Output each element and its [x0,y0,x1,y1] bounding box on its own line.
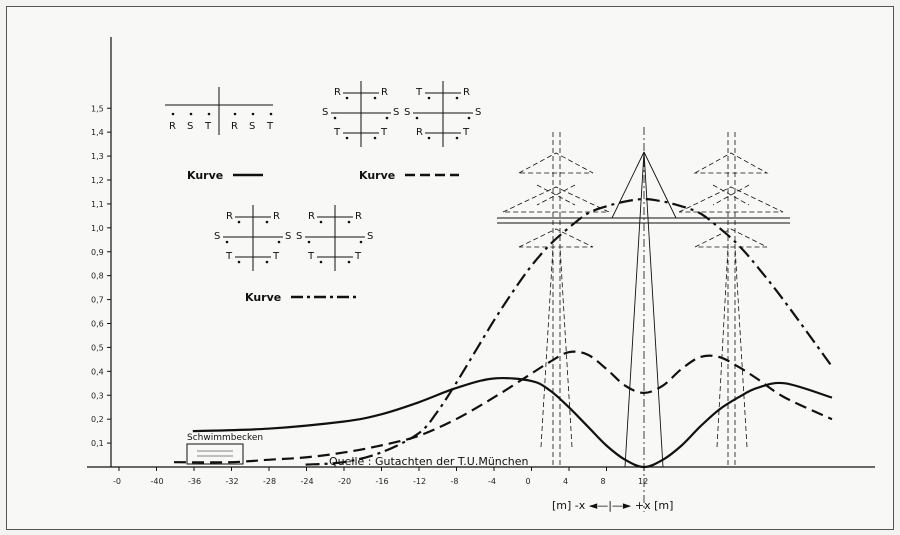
phase-label: R [334,87,341,98]
y-tick-label: 0,2 [91,415,104,424]
x-tick-label: 12 [638,477,648,486]
x-tick-label: -4 [488,477,496,486]
x-tick-label: -16 [376,477,389,486]
phase-arrangement: R RS ST T [322,81,399,147]
curve-solid [192,376,833,469]
source-note: Quelle : Gutachten der T.U.München [329,455,529,468]
pylon-center [497,151,790,468]
chart-canvas: 0,1 0,2 0,3 0,4 0,5 0,6 0,7 0,8 0,9 1,0 1,1 1,2 1,3 1… [87,37,875,512]
phase-label: T [204,121,212,132]
conductor-dot [207,112,211,116]
pool-label: Schwimmbecken [187,433,263,443]
curve-dashdot [305,197,833,466]
x-tick-label: -0 [113,477,121,486]
curve-dashed [173,350,833,464]
conductor-dot [171,112,175,116]
phase-label: T [462,127,470,138]
phase-label: T [380,127,388,138]
pylon-right [678,132,784,467]
conductor-dot [189,112,193,116]
y-tick-label: 0,5 [91,343,104,352]
phase-label: S [404,107,410,118]
x-tick-label: -24 [301,477,314,486]
y-tick-label: 0,6 [91,320,104,329]
phase-label: S [367,231,373,242]
y-tick-label: 0,3 [91,391,104,400]
legend-label-dashed: Kurve [359,169,395,182]
phase-arrangement: R RS ST T [214,205,291,271]
phase-label: T [354,251,362,262]
y-tick-label: 0,9 [91,248,104,257]
y-tick-label: 1,2 [91,176,104,185]
conductor-dot [269,112,273,116]
phase-label: S [187,121,193,132]
phase-label: S [475,107,481,118]
legend-label-dashdot: Kurve [245,291,281,304]
y-tick-group: 0,1 0,2 0,3 0,4 0,5 0,6 0,7 0,8 0,9 1,0 1,1 1,2 1,3 1… [91,104,111,448]
phase-label: R [273,211,280,222]
phase-label: R [416,127,423,138]
y-tick-label: 1,4 [91,128,104,137]
phase-label: T [225,251,233,262]
phase-label: R [231,121,238,132]
y-tick-label: 0,4 [91,367,104,376]
x-tick-label: -32 [226,477,239,486]
x-tick-label: -8 [451,477,459,486]
x-axis-unit-label: [m] -x ◄—|—► +x [m] [552,499,673,512]
y-tick-label: 1,3 [91,152,104,161]
phase-label: T [272,251,280,262]
y-tick-label: 1,1 [91,200,104,209]
x-tick-group: -0 -40 -36 -32 -28 -24 -20 -16 -12 -8 -4 0 4 8 12 [113,467,648,486]
phase-label: R [355,211,362,222]
x-tick-label: -36 [188,477,201,486]
x-tick-label: -20 [338,477,351,486]
x-tick-label: -40 [151,477,164,486]
chart-frame: 0,1 0,2 0,3 0,4 0,5 0,6 0,7 0,8 0,9 1,0 1,1 1,2 1,3 1… [6,6,894,530]
phase-label: S [249,121,255,132]
x-tick-label: 0 [526,477,531,486]
x-tick-label: -12 [413,477,426,486]
conductor-dot [251,112,255,116]
legend-arrangements: R RS ST TT RS SR TR RS ST TR RS ST T [214,81,481,271]
phase-label: R [308,211,315,222]
legend-label-solid: Kurve [187,169,223,182]
phase-label: S [322,107,328,118]
y-tick-label: 0,1 [91,439,104,448]
phase-label: S [214,231,220,242]
x-tick-label: 8 [601,477,606,486]
phase-label: S [393,107,399,118]
phase-label: T [333,127,341,138]
phase-arrangement: R RS ST T [296,205,373,271]
phase-label: T [415,87,423,98]
phase-label: S [296,231,302,242]
phase-label: T [266,121,274,132]
phase-label: R [463,87,470,98]
x-tick-label: 4 [563,477,568,486]
pylon-left [502,132,610,467]
phase-label: R [226,211,233,222]
phase-label: T [307,251,315,262]
y-tick-label: 0,8 [91,272,104,281]
pool: Schwimmbecken [186,433,263,465]
phase-label: R [381,87,388,98]
phase-label: S [285,231,291,242]
conductor-dot [233,112,237,116]
y-tick-label: 1,0 [91,224,104,233]
y-tick-label: 0,7 [91,296,104,305]
y-tick-label: 1,5 [91,104,104,113]
x-tick-label: -28 [263,477,276,486]
phase-arrangement: T RS SR T [404,81,481,147]
phase-label: R [169,121,176,132]
